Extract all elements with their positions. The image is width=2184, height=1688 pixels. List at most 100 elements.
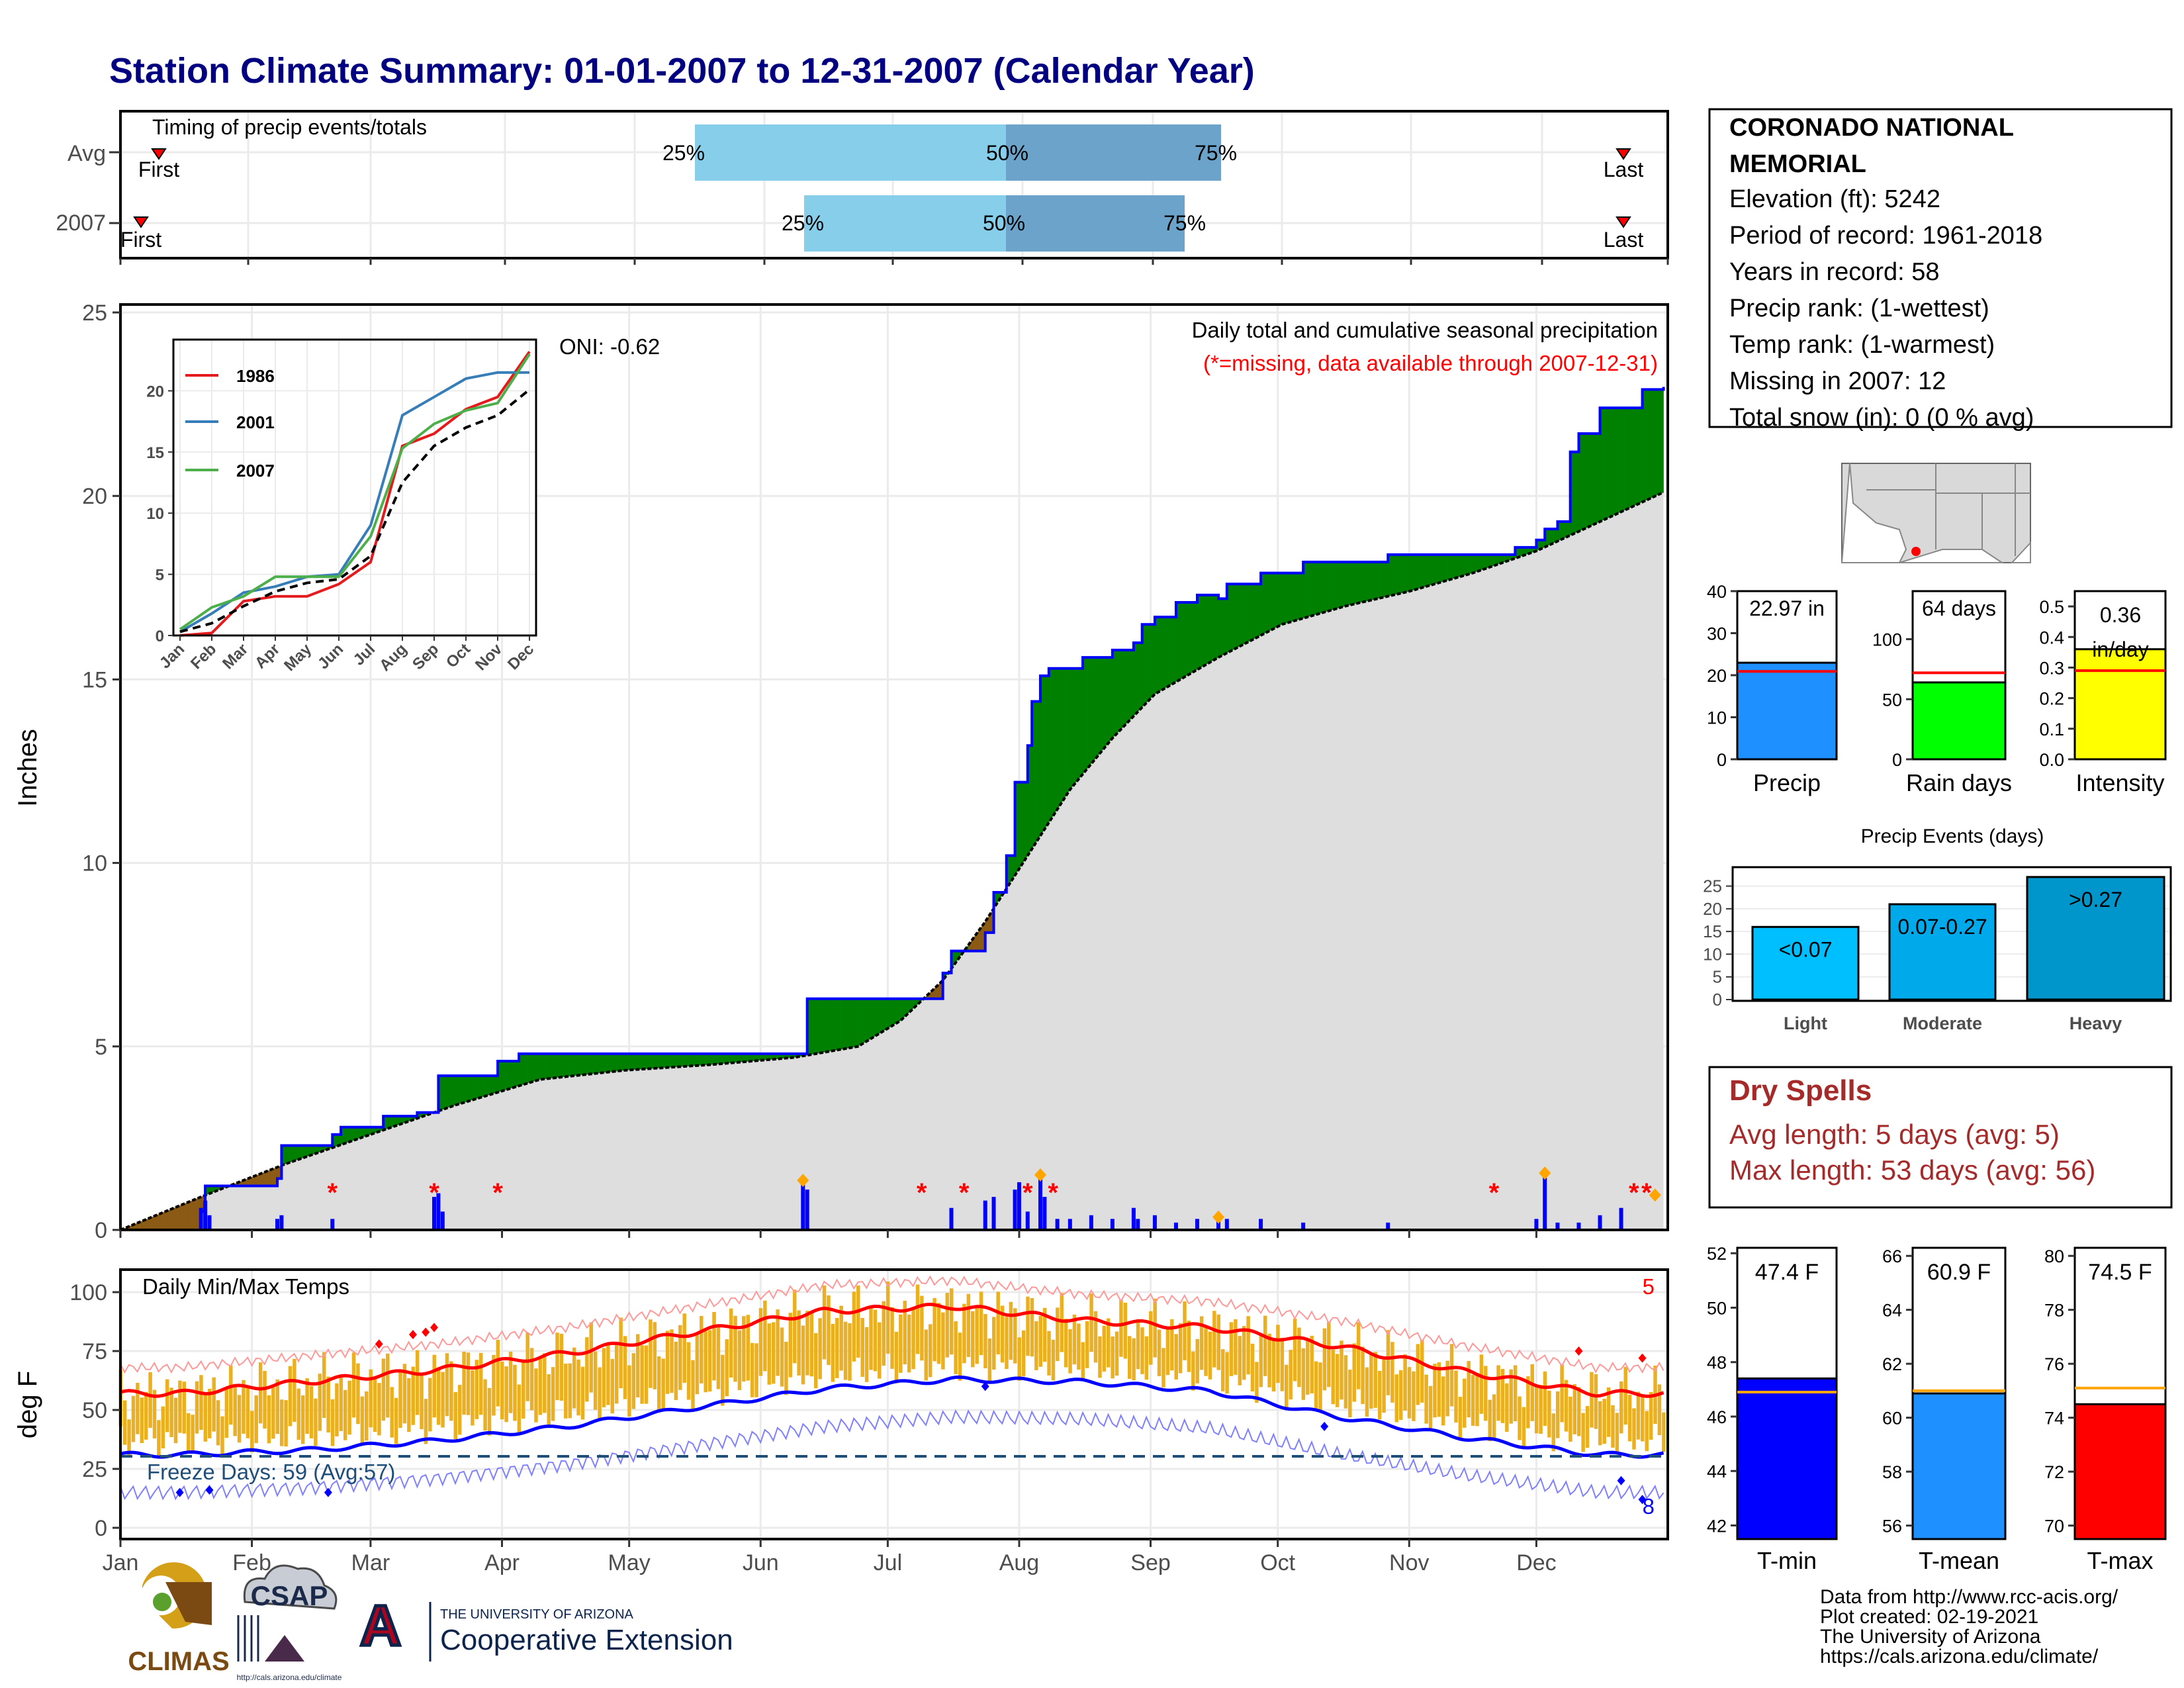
departure-segment (1612, 407, 1617, 516)
daily-temp-bar (343, 1389, 347, 1440)
station-years: Years in record: 58 (1729, 258, 1940, 286)
temp-summary-value-label: 74.5 F (2088, 1260, 2152, 1285)
daily-temp-bar (466, 1352, 471, 1415)
daily-temp-bar (580, 1366, 585, 1420)
temp-xtick-label: Jul (874, 1550, 902, 1575)
daily-temp-bar (1407, 1367, 1412, 1419)
daily-temp-bar (203, 1394, 208, 1442)
daily-temp-bar (627, 1365, 631, 1417)
missing-marker: * (1489, 1178, 1500, 1207)
departure-segment (841, 998, 846, 1050)
ua-letter: A (360, 1594, 401, 1658)
departure-segment (1286, 573, 1291, 624)
daily-temp-bar (860, 1317, 864, 1377)
departure-segment (620, 1053, 625, 1071)
departure-segment (1345, 561, 1350, 606)
freeze-days: Freeze Days: 59 (Avg:57) (147, 1460, 395, 1484)
daily-temp-bar (1280, 1337, 1285, 1391)
daily-precip-bar (1598, 1215, 1602, 1230)
departure-segment (701, 1053, 706, 1066)
station-location-dot (1911, 547, 1921, 556)
daily-temp-bar (983, 1314, 987, 1369)
daily-temp-bar (1285, 1364, 1289, 1408)
temp-xtick-label: Feb (232, 1550, 271, 1575)
climas-label: CLIMAS (128, 1647, 229, 1676)
daily-temp-bar (907, 1314, 911, 1373)
departure-segment (1307, 561, 1312, 618)
departure-segment (1159, 616, 1163, 692)
summary-ytick-label: 10 (1707, 708, 1727, 728)
daily-temp-bar (322, 1352, 326, 1418)
inset-ytick-label: 0 (156, 628, 164, 645)
daily-temp-bar (1602, 1399, 1606, 1444)
daily-temp-bar (1382, 1359, 1386, 1413)
daily-temp-bar (1412, 1371, 1416, 1421)
departure-segment (637, 1053, 643, 1070)
departure-segment (1637, 407, 1643, 504)
daily-temp-bar (1484, 1366, 1488, 1421)
daily-temp-bar (754, 1343, 758, 1397)
departure-segment (531, 1053, 536, 1082)
departure-segment (853, 998, 858, 1048)
daily-temp-bar (1463, 1378, 1467, 1428)
daily-precip-bar (1224, 1219, 1229, 1230)
daily-temp-bar (271, 1387, 275, 1439)
daily-temp-bar (623, 1336, 627, 1399)
departure-segment (1434, 554, 1439, 585)
daily-temp-bar (1518, 1396, 1522, 1440)
departure-segment (1205, 594, 1210, 665)
daily-temp-bar (551, 1367, 555, 1421)
daily-temp-bar (1615, 1413, 1619, 1452)
daily-precip-bar (1173, 1222, 1178, 1230)
departure-segment (1468, 554, 1473, 575)
daily-temp-bar (1310, 1335, 1314, 1393)
summary-ytick-label: 40 (1707, 582, 1727, 602)
daily-temp-bar (436, 1367, 441, 1425)
events-range-label: 0.07-0.27 (1897, 915, 1987, 939)
events-xlabel: Heavy (2070, 1013, 2122, 1033)
row-label-2007: 2007 (56, 211, 106, 236)
daily-temp-bar (1064, 1319, 1068, 1368)
daily-temp-bar (279, 1399, 284, 1446)
daily-temp-bar (296, 1388, 301, 1440)
daily-temp-bar (1496, 1365, 1500, 1421)
daily-temp-bar (365, 1391, 369, 1441)
daily-temp-bar (1649, 1391, 1653, 1440)
departure-segment (1473, 554, 1477, 573)
daily-temp-bar (737, 1330, 742, 1391)
departure-segment (1587, 433, 1592, 528)
summary-ytick-label: 100 (1872, 630, 1902, 650)
departure-segment (1073, 668, 1079, 785)
events-xlabel: Moderate (1903, 1013, 1982, 1033)
daily-temp-bar (610, 1358, 615, 1414)
daily-temp-bar (525, 1333, 529, 1401)
temp-panel: 0 25 50 75 100 Jan Feb Mar Apr May Jun Jul Aug Sep Oc… (13, 1268, 1669, 1575)
departure-segment (1201, 594, 1206, 668)
intensity-unit-label: in/day (2092, 637, 2148, 661)
precip-xaxis (119, 1230, 1537, 1238)
temp-summary-ytick-label: 64 (1882, 1301, 1902, 1321)
events-xlabel: Light (1784, 1013, 1827, 1033)
temp-summary-ytick-label: 52 (1707, 1244, 1727, 1264)
daily-temp-bar (1424, 1374, 1428, 1424)
departure-segment (1209, 594, 1214, 663)
daily-temp-bar (136, 1382, 140, 1434)
departure-segment (1244, 584, 1249, 645)
daily-temp-bar (305, 1378, 309, 1434)
record-high-marker (408, 1330, 417, 1340)
departure-segment (1019, 782, 1024, 870)
departure-segment (451, 1075, 456, 1107)
departure-segment (1409, 554, 1414, 592)
departure-segment (625, 1053, 629, 1071)
departure-segment (1078, 668, 1083, 780)
departure-segment (1459, 554, 1465, 577)
daily-temp-bar (1662, 1412, 1666, 1452)
departure-segment (1188, 602, 1193, 675)
daily-precip-bar (1555, 1222, 1560, 1230)
temp-ylabel: deg F (13, 1371, 42, 1438)
departure-segment (1396, 554, 1401, 595)
departure-segment (506, 1060, 511, 1090)
departure-segment (832, 998, 837, 1051)
departure-segment (349, 1127, 354, 1143)
daily-temp-bar (602, 1348, 606, 1407)
